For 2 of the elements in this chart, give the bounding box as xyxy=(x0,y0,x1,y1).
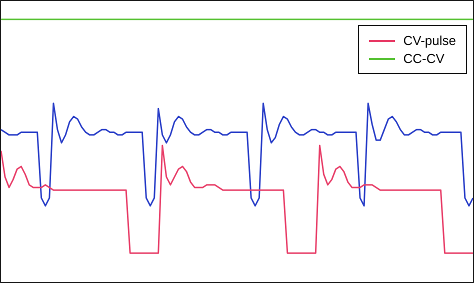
legend-label: CC-CV xyxy=(403,51,444,66)
legend-label: CV-pulse xyxy=(403,33,456,48)
